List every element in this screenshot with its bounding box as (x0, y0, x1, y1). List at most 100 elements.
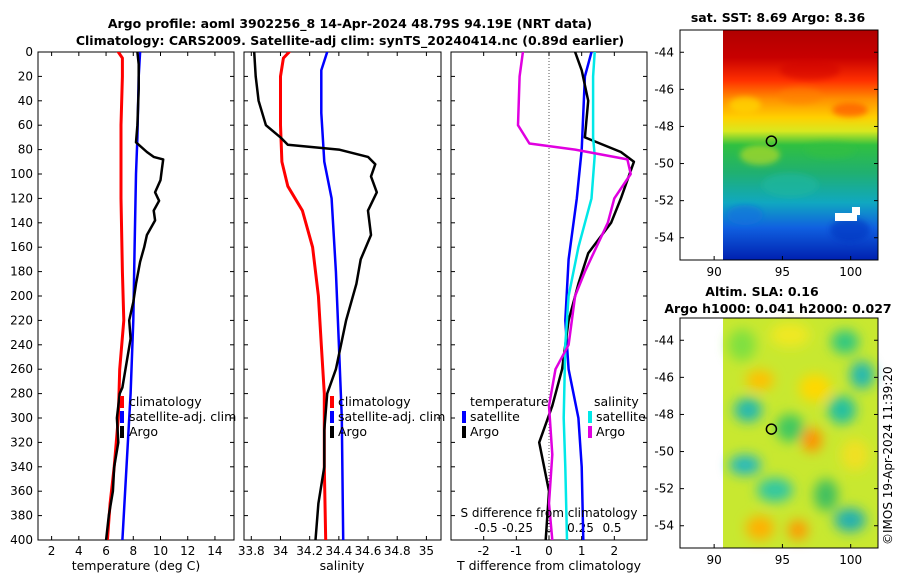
sst-title: sat. SST: 8.69 Argo: 8.36 (691, 10, 866, 25)
temperature-panel: 0 20 40 60 80 100 120 140 160 180 200 220 240 260 280 3… (10, 45, 236, 573)
y-tick-label: 200 (10, 289, 33, 303)
temperature-series (104, 52, 165, 540)
legend-swatch-satellite (120, 411, 124, 423)
series-line-argo (104, 52, 165, 540)
x-tick-label: 2 (611, 544, 619, 558)
legend-swatch-climatology (120, 396, 124, 408)
series-line-argo (252, 52, 379, 540)
legend-label-argo: Argo (129, 424, 158, 439)
x-tick-label: 4 (75, 544, 83, 558)
y-tick-label: 340 (10, 460, 33, 474)
temperature-xticks: 2 4 6 8 10 12 14 (48, 52, 223, 558)
y-tick-label: 300 (10, 411, 33, 425)
sla-xticks: 90 95 100 (706, 544, 862, 567)
y-tick-label: -50 (654, 157, 674, 171)
argo-position-marker (765, 135, 778, 147)
y-tick-label: -48 (654, 119, 674, 133)
x-tick-label: 1 (578, 544, 586, 558)
legend-label-satellite: satellite-adj. clim (338, 409, 445, 424)
temperature-legend: climatology satellite-adj. clim Argo (120, 394, 236, 439)
difference-legend: temperature satellite Argo salinity sate… (462, 394, 646, 439)
sla-title-line1: Altim. SLA: 0.16 (705, 284, 819, 299)
salinity-yticks (244, 51, 441, 541)
y-tick-label: 140 (10, 216, 33, 230)
sst-xticks: 90 95 100 (706, 256, 862, 279)
salinity-series (252, 52, 379, 540)
sst-map-image (680, 30, 878, 260)
legend-swatch-temp-satellite (462, 411, 466, 423)
x-tick-label: -1 (510, 544, 522, 558)
legend-title-temperature: temperature (470, 394, 549, 409)
legend-label-temp-argo: Argo (470, 424, 499, 439)
x-tick-label: 95 (775, 265, 790, 279)
x-tick-label: 34 (273, 544, 288, 558)
sst-texture (727, 60, 870, 242)
y-tick-label: 40 (18, 94, 33, 108)
x-tick-label: 33.8 (238, 544, 265, 558)
y-tick-label: 80 (18, 143, 33, 157)
series-line-salinity-argo (516, 52, 632, 540)
legend-label-temp-satellite: satellite (470, 409, 520, 424)
legend-label-argo: Argo (338, 424, 367, 439)
x-tick-label: 90 (706, 553, 721, 567)
legend-swatch-climatology (330, 396, 334, 408)
legend-title-salinity: salinity (594, 394, 639, 409)
salinity-xticks: 33.8 34 34.2 34.4 34.6 34.8 35 (238, 52, 434, 558)
difference-xlabel: T difference from climatology (456, 558, 642, 573)
sst-gap-patch (852, 207, 860, 215)
y-tick-label: 0 (25, 45, 33, 59)
x-tick-label-salinity: 0 (545, 521, 553, 535)
x-tick-label: 95 (775, 553, 790, 567)
x-tick-label: 12 (180, 544, 195, 558)
difference-panel: -2 -1 0 1 2 -0.5 -0.25 0 0.25 0.5 temperature sat… (450, 51, 648, 573)
y-tick-label: 400 (10, 533, 33, 547)
figure-title-line2: Climatology: CARS2009. Satellite-adj cli… (76, 33, 624, 49)
y-tick-label: 280 (10, 387, 33, 401)
x-tick-label: 34.6 (355, 544, 382, 558)
x-tick-label: 8 (129, 544, 137, 558)
x-tick-label: 35 (419, 544, 434, 558)
y-tick-label: 60 (18, 118, 33, 132)
x-tick-label: 14 (207, 544, 222, 558)
legend-label-sal-satellite: satellite (596, 409, 646, 424)
y-tick-label: 100 (10, 167, 33, 181)
legend-label-climatology: climatology (338, 394, 411, 409)
series-line-salinity-satellite (562, 52, 596, 540)
sst-yticks: -44 -46 -48 -50 -52 -54 (654, 45, 878, 245)
sla-title-line2: Argo h1000: 0.041 h2000: 0.027 (664, 301, 891, 316)
y-tick-label: 20 (18, 69, 33, 83)
legend-swatch-satellite (330, 411, 334, 423)
x-tick-label: 34.4 (325, 544, 352, 558)
difference-series (516, 52, 636, 540)
sla-axes (679, 317, 879, 549)
salinity-panel: 33.8 34 34.2 34.4 34.6 34.8 35 climatology sat… (238, 51, 445, 573)
temperature-xlabel: temperature (deg C) (72, 558, 201, 573)
salinity-xlabel: salinity (320, 558, 365, 573)
x-tick-label: 34.2 (296, 544, 323, 558)
argo-position-marker (765, 423, 778, 435)
y-tick-label: 240 (10, 338, 33, 352)
temperature-yticks: 0 20 40 60 80 100 120 140 160 180 200 220 240 260 280 3… (10, 45, 234, 547)
x-tick-label: 6 (102, 544, 110, 558)
y-tick-label: 160 (10, 240, 33, 254)
y-tick-label: 260 (10, 362, 33, 376)
series-line-temperature-argo (537, 52, 636, 540)
x-tick-label: 100 (839, 265, 862, 279)
sla-yticks: -44 -46 -48 -50 -52 -54 (654, 333, 878, 533)
y-tick-label: -50 (654, 445, 674, 459)
y-tick-label: 320 (10, 435, 33, 449)
legend-label-climatology: climatology (129, 394, 202, 409)
y-tick-label: 180 (10, 265, 33, 279)
x-tick-label: 10 (153, 544, 168, 558)
temperature-axes (37, 51, 235, 541)
sst-axes (679, 29, 879, 261)
y-tick-label: -54 (654, 519, 674, 533)
series-line-climatology (279, 52, 328, 540)
x-tick-label: 90 (706, 265, 721, 279)
x-tick-label-salinity: -0.5 (474, 521, 497, 535)
x-tick-label-salinity: 0.25 (567, 521, 594, 535)
x-tick-label: -2 (478, 544, 490, 558)
y-tick-label: 220 (10, 313, 33, 327)
y-tick-label: -46 (654, 82, 674, 96)
